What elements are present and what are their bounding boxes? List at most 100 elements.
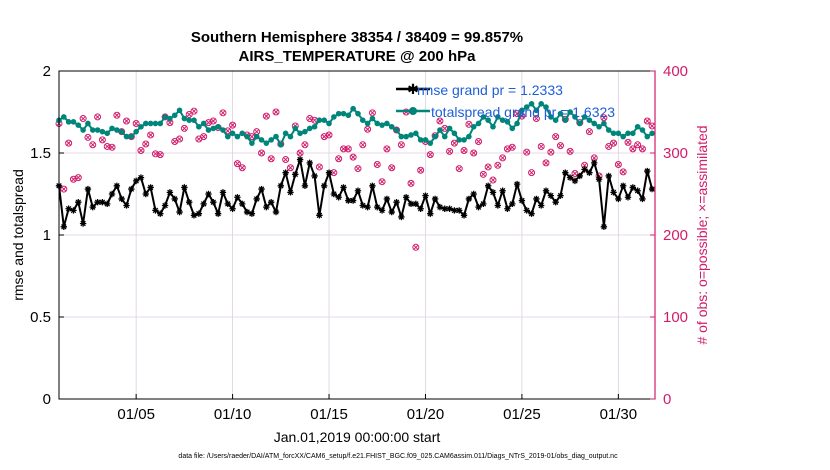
rmse-point: [166, 189, 174, 196]
y-left-tick-label: 1: [43, 227, 51, 244]
rmse-point: [147, 184, 154, 191]
obs-assimilated-point: [302, 142, 308, 148]
obs-assimilated-point: [384, 146, 390, 152]
obs-possible-point: [325, 131, 333, 139]
totalspread-point: [80, 127, 86, 133]
obs-possible-point: [523, 148, 531, 156]
y-right-tick-label: 300: [663, 145, 688, 162]
obs-possible-point: [98, 136, 106, 144]
totalspread-point: [297, 130, 303, 137]
totalspread-point: [186, 117, 192, 123]
rmse-point: [94, 199, 101, 206]
obs-possible-point: [238, 164, 246, 172]
totalspread-point: [147, 120, 154, 127]
totalspread-point: [446, 125, 453, 132]
totalspread-point: [422, 137, 429, 143]
obs-possible-point: [301, 141, 309, 149]
rmse-point: [547, 192, 555, 199]
rmse-point: [340, 184, 347, 191]
totalspread-point: [630, 130, 636, 137]
y-left-tick-label: 0: [43, 391, 51, 408]
obs-assimilated-point: [452, 140, 457, 146]
obs-possible-point: [190, 107, 198, 115]
obs-possible-point: [455, 165, 463, 173]
totalspread-point: [466, 133, 472, 140]
obs-possible-point: [60, 185, 68, 193]
obs-possible-point: [417, 166, 425, 174]
chart-title-line1: Southern Hemisphere 38354 / 38409 = 99.8…: [191, 29, 523, 46]
obs-assimilated-point: [538, 144, 544, 149]
chart-title-line2: AIRS_TEMPERATURE @ 200 hPa: [239, 48, 477, 65]
totalspread-point: [302, 128, 308, 135]
obs-assimilated-point: [153, 151, 158, 157]
totalspread-point: [133, 128, 139, 135]
obs-assimilated-point: [601, 115, 607, 121]
rmse-point: [142, 190, 149, 198]
obs-possible-point: [103, 142, 111, 150]
obs-assimilated-point: [548, 149, 554, 155]
data-file-note: data file: /Users/raeder/DAI/ATM_forcXX/…: [178, 453, 618, 460]
obs-possible-point: [475, 138, 483, 146]
obs-possible-point: [494, 161, 502, 169]
obs-assimilated-point: [321, 134, 327, 139]
rmse-point: [306, 159, 313, 167]
rmse-point: [205, 190, 212, 198]
obs-assimilated-point: [225, 128, 231, 134]
rmse-point: [132, 177, 140, 185]
rmse-series: [55, 156, 656, 230]
obs-possible-point: [619, 168, 627, 176]
rmse-point: [576, 172, 583, 180]
rmse-point: [446, 205, 453, 212]
x-tick-label: 01/15: [310, 406, 348, 423]
totalspread-point: [104, 130, 111, 137]
totalspread-point: [451, 130, 458, 137]
totalspread-point: [94, 127, 101, 133]
totalspread-point: [543, 104, 549, 110]
totalspread-point: [200, 120, 207, 127]
obs-assimilated-point: [259, 150, 264, 156]
rmse-point: [79, 220, 87, 227]
totalspread-point: [562, 117, 569, 123]
rmse-point: [528, 210, 535, 217]
rmse-point: [369, 182, 376, 189]
obs-possible-point: [585, 128, 593, 136]
y-left-axis-label: rmse and totalspread: [10, 169, 26, 301]
rmse-point: [533, 195, 540, 203]
y-right-tick-label: 400: [663, 63, 688, 80]
totalspread-point: [417, 137, 424, 143]
totalspread-point: [253, 133, 260, 140]
rmse-point: [219, 189, 227, 196]
rmse-point: [562, 169, 569, 176]
rmse-point: [282, 169, 289, 176]
obs-assimilated-point: [490, 177, 496, 183]
obs-possible-point: [132, 119, 140, 127]
totalspread-point: [181, 115, 188, 122]
totalspread-point: [509, 125, 516, 132]
obs-possible-point: [258, 149, 266, 157]
obs-assimilated-point: [500, 155, 505, 161]
rmse-point: [552, 199, 559, 206]
obs-assimilated-point: [379, 179, 385, 185]
totalspread-point: [576, 120, 583, 127]
obs-assimilated-point: [148, 132, 153, 138]
rmse-point: [374, 203, 381, 211]
obs-assimilated-point: [615, 162, 621, 167]
y-right-tick-label: 200: [663, 227, 688, 244]
obs-assimilated-point: [370, 110, 375, 116]
obs-assimilated-point: [210, 118, 216, 124]
rmse-point: [190, 212, 198, 219]
obs-possible-point: [460, 147, 468, 155]
obs-assimilated-point: [399, 142, 404, 148]
obs-assimilated-point: [239, 165, 245, 171]
obs-possible-point: [393, 126, 401, 134]
obs-assimilated-point: [196, 136, 202, 142]
rmse-point: [364, 203, 371, 211]
obs-assimilated-point: [249, 134, 255, 139]
rmse-point: [422, 192, 429, 199]
totalspread-point: [229, 130, 236, 137]
rmse-point: [234, 194, 241, 201]
rmse-point: [65, 205, 72, 212]
obs-assimilated-point: [534, 116, 539, 121]
totalspread-point: [239, 130, 246, 137]
